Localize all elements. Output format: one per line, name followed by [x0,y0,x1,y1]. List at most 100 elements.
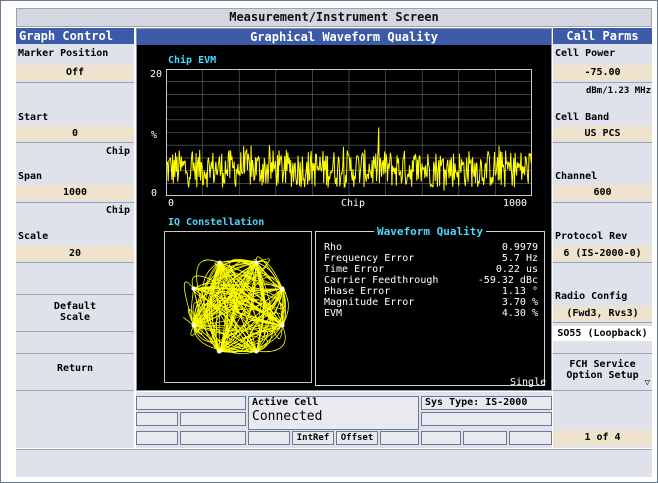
metric-row: Time Error 0.22 us [324,264,538,275]
iq-trajectory [210,260,257,352]
cell-power-unit: dBm/1.23 MHz [585,86,651,96]
call-parms-panel: Call Parms Cell Power -75.00 dBm/1.23 MH… [553,28,652,448]
metric-row: Rho 0.9979 [324,242,538,253]
waveform-quality-title: Waveform Quality [374,225,486,238]
default-scale-button[interactable]: Default Scale [16,301,134,323]
display-title: Graphical Waveform Quality [137,29,551,45]
default-scale-line1: Default [53,301,97,312]
iq-symbol-point [254,260,259,265]
iq-trajectory [193,262,257,326]
radio-config-value[interactable]: (Fwd3, Rvs3) [553,306,652,321]
metric-name: Magnitude Error [324,297,415,308]
chip-evm-title: Chip EVM [168,55,217,66]
divider [553,82,652,83]
iq-trajectory [193,325,257,354]
status-cell [180,412,246,426]
metric-row: Phase Error 1.13 ° [324,286,538,297]
status-cell [421,412,552,426]
start-label: Start [18,112,49,123]
iq-trajectory [219,276,283,352]
iq-trajectory [219,262,266,277]
metric-row: Magnitude Error 3.70 % [324,297,538,308]
status-cell [421,431,461,445]
iq-trajectory [219,259,284,326]
marker-position-value[interactable]: Off [16,65,134,80]
iq-symbol-point [254,349,259,354]
iq-symbol-point [217,349,222,354]
iq-trajectory [193,287,286,326]
iq-trajectory [211,262,257,352]
metric-row: Frequency Error 5.7 Hz [324,253,538,264]
cell-band-value[interactable]: US PCS [553,126,652,141]
iq-trajectory [219,260,283,326]
metric-value: 3.70 % [501,297,538,308]
cell-power-value[interactable]: -75.00 [553,65,652,80]
iq-trajectory [219,288,287,352]
call-parms-header: Call Parms [553,28,652,44]
chip-evm-plot [166,69,532,196]
divider [16,390,134,391]
radio-config-label: Radio Config [555,291,628,302]
service-option-value[interactable]: SO55 (Loopback) [553,326,652,341]
metric-value: 0.9979 [501,242,538,253]
status-cell [380,431,419,445]
channel-value[interactable]: 600 [553,185,652,200]
measurement-mode: Single [510,377,547,388]
x-axis-min: 0 [168,198,175,209]
iq-trajectory [255,262,283,307]
status-cell [248,431,290,445]
connection-status: Connected [252,409,323,424]
iq-symbol-point [280,286,285,291]
start-value[interactable]: 0 [16,126,134,141]
marker-position-label: Marker Position [18,48,109,59]
active-cell-label: Active Cell [252,397,319,408]
iq-trajectory [193,262,221,331]
metric-name: Time Error [324,264,385,275]
protocol-rev-value[interactable]: 6 (IS-2000-0) [553,246,652,261]
graph-control-header: Graph Control [16,28,134,44]
status-cell [509,431,552,445]
status-cell [180,431,246,445]
scale-value[interactable]: 20 [16,246,134,261]
fch-service-option-setup-button[interactable]: FCH Service Option Setup [553,359,652,381]
waveform-quality-box: Waveform Quality Rho 0.9979 Frequency Err… [315,225,545,386]
iq-symbol-point [217,260,222,265]
iq-trajectory [183,281,195,326]
divider [553,142,652,143]
span-unit: Chip [105,205,130,216]
offset-indicator: Offset [336,431,378,445]
channel-label: Channel [555,171,598,182]
metric-name: Frequency Error [324,253,415,264]
iq-trajectory [219,262,283,311]
y-axis-min: 0 [151,188,158,199]
y-axis-max: 20 [150,69,163,80]
y-axis-unit: % [151,130,158,141]
metric-value: 5.7 Hz [501,253,538,264]
iq-trajectory [196,259,220,352]
return-button[interactable]: Return [56,363,94,374]
span-value[interactable]: 1000 [16,185,134,200]
iq-trajectory [193,325,220,352]
evm-trace [166,127,532,191]
intref-indicator: IntRef [292,431,334,445]
divider [553,262,652,263]
metric-value: 4.30 % [501,308,538,319]
iq-trajectory [219,262,283,331]
iq-trajectory [209,262,257,352]
start-unit: Chip [105,146,130,157]
iq-trajectory [256,325,286,353]
divider [16,294,134,295]
divider [16,331,134,332]
iq-symbol-points [191,260,285,354]
metric-name: Phase Error [324,286,391,297]
metric-value: 1.13 ° [501,286,538,297]
metric-row: EVM 4.30 % [324,308,538,319]
span-label: Span [18,171,43,182]
active-cell-box: Active Cell Connected [248,396,419,430]
iq-symbol-point [191,323,196,328]
status-cell [463,431,507,445]
divider [553,390,652,391]
status-bar [16,449,652,477]
x-axis-label: Chip [341,198,366,209]
iq-trajectory [219,335,260,352]
